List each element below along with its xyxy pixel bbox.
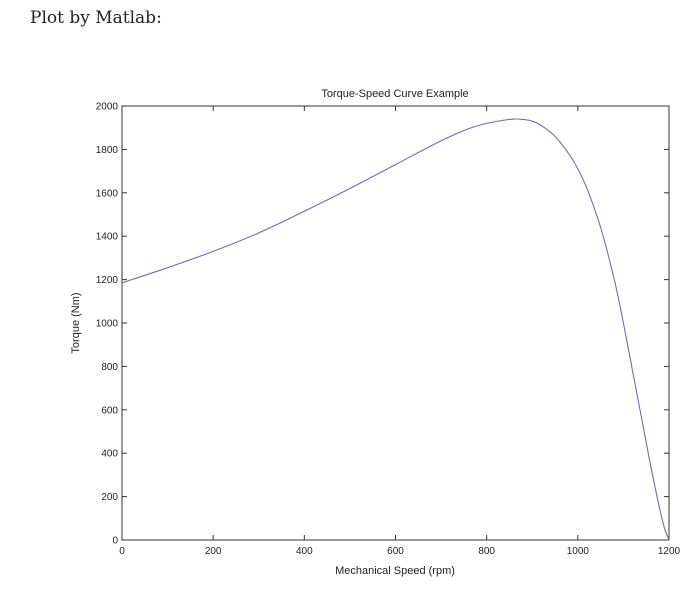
x-tick-label: 1000 <box>567 546 590 557</box>
y-tick-label: 1800 <box>96 145 119 156</box>
plot-area <box>121 105 670 541</box>
chart-title: Torque-Speed Curve Example <box>321 88 468 100</box>
x-tick-label: 600 <box>387 546 404 557</box>
y-tick-label: 600 <box>101 405 118 416</box>
series-line-torque <box>121 118 670 541</box>
y-tick-label: 1200 <box>96 275 119 286</box>
x-tick-label: 400 <box>296 546 313 557</box>
x-tick-label: 200 <box>205 546 222 557</box>
x-axis-label: Mechanical Speed (rpm) <box>335 565 455 577</box>
series-group <box>121 118 670 541</box>
x-tick-label: 1200 <box>658 546 681 557</box>
caption: Plot by Matlab: <box>30 8 162 28</box>
axis-ticks: 0 200 400 600 800 1000 1200 0 200 400 600 800 1000 12… <box>96 102 681 558</box>
y-axis-label: Torque (Nm) <box>70 292 82 353</box>
y-tick-label: 2000 <box>96 102 119 113</box>
y-tick-label: 400 <box>101 449 118 460</box>
y-tick-label: 0 <box>112 536 118 547</box>
y-tick-label: 1600 <box>96 188 119 199</box>
y-tick-label: 1000 <box>96 319 119 330</box>
x-tick-label: 800 <box>478 546 495 557</box>
y-tick-label: 1400 <box>96 232 119 243</box>
y-tick-label: 800 <box>101 362 118 373</box>
y-tick-label: 200 <box>101 492 118 503</box>
x-tick-label: 0 <box>119 546 125 557</box>
